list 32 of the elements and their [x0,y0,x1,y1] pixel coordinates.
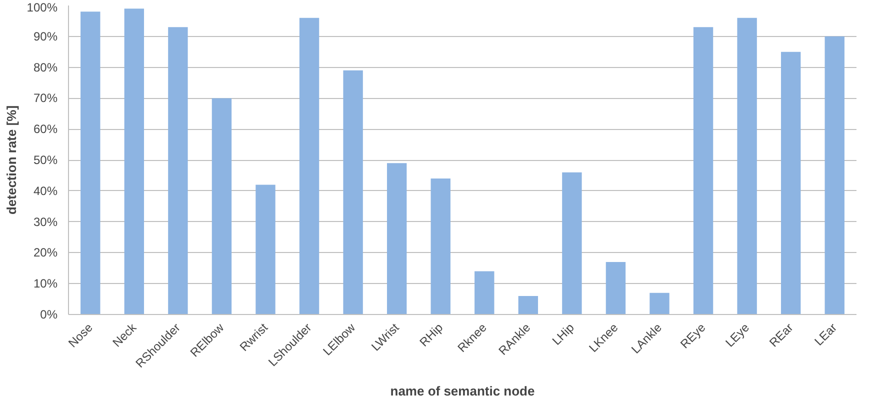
y-tick-label: 30% [33,214,58,229]
bar [299,18,320,314]
y-tick-label: 80% [33,60,58,74]
x-axis-title: name of semantic node [390,383,535,398]
bar [824,36,844,314]
bar [737,18,757,314]
bar [518,296,538,314]
y-tick-label: 70% [33,91,58,106]
bar [386,163,407,314]
y-tick-label: 50% [33,153,58,167]
bar [256,184,276,314]
bar [474,271,494,314]
bar [650,292,670,314]
y-tick-label: 20% [33,246,58,260]
y-axis-title: detection rate [%] [4,105,19,215]
y-tick-label: 40% [33,184,58,198]
bar [80,12,100,314]
bar [693,27,714,314]
bar [780,52,801,314]
bar [430,178,450,314]
bar [168,27,188,314]
bar [606,262,626,314]
x-tick-label: LHip [550,320,578,348]
bar [124,8,144,314]
bar [343,70,363,314]
y-tick-label: 0% [40,308,58,322]
y-tick-label: 10% [33,276,58,291]
y-tick-label: 100% [26,0,58,14]
bar [212,98,232,314]
y-tick-label: 90% [33,29,58,44]
bar [562,172,582,314]
y-tick-label: 60% [33,122,58,136]
